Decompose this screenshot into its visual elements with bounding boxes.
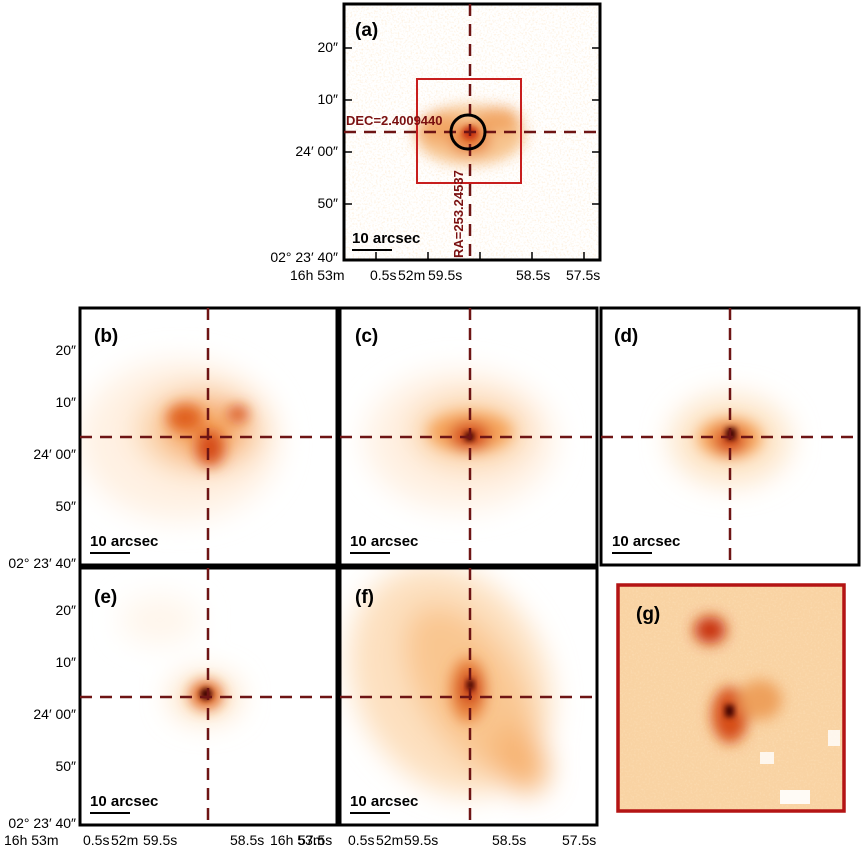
dec-tick-a-1: 10″ [317, 91, 338, 107]
dec-tick-e-3: 50″ [55, 758, 76, 774]
ra-tick-e-1: 0.5s [83, 832, 109, 848]
ra-tick-f-5: 57.5s [562, 832, 596, 848]
scale-label-f: 10 arcsec [350, 793, 418, 810]
panel-g: (g) [616, 583, 846, 813]
ra-tick-a-0: 16h 53m [290, 267, 344, 283]
panel-label-a: (a) [355, 20, 378, 41]
scale-label-e: 10 arcsec [90, 793, 158, 810]
panel-label-f: (f) [355, 587, 374, 608]
scale-label-b: 10 arcsec [90, 533, 158, 550]
dec-tick-a-0: 20″ [317, 39, 338, 55]
ra-tick-a-1: 0.5s [370, 267, 396, 283]
scale-label-a: 10 arcsec [352, 230, 420, 247]
dec-tick-a-3: 50″ [317, 195, 338, 211]
panel-b: (b) 10 arcsec 20″ 10″ 24′ 00″ 50″ 02° 23… [8, 306, 339, 571]
panel-label-d: (d) [614, 326, 638, 347]
panel-label-e: (e) [94, 587, 117, 608]
panel-f-image [340, 568, 597, 825]
dec-tick-a-4: 02° 23′ 40″ [270, 249, 338, 265]
ra-tick-e-5: 57.5s [298, 832, 332, 848]
ra-tick-e-2: 52m [111, 832, 138, 848]
dec-tick-b-4: 02° 23′ 40″ [8, 555, 76, 571]
ra-tick-f-3: 59.5s [404, 832, 438, 848]
panel-label-g: (g) [636, 604, 660, 625]
ra-tick-f-1: 0.5s [348, 832, 374, 848]
ra-tick-e-3: 59.5s [143, 832, 177, 848]
scale-label-d: 10 arcsec [612, 533, 680, 550]
dec-tick-e-0: 20″ [55, 602, 76, 618]
panel-d: (d) 10 arcsec [599, 306, 861, 567]
panel-label-c: (c) [355, 326, 378, 347]
ra-tick-a-4: 58.5s [516, 267, 550, 283]
panel-label-b: (b) [94, 326, 118, 347]
dec-tick-e-2: 24′ 00″ [33, 706, 76, 722]
dec-tick-e-1: 10″ [55, 654, 76, 670]
panel-e: (e) 10 arcsec 20″ 10″ 24′ 00″ 50″ 02° 23… [4, 566, 339, 848]
source-circle [449, 113, 487, 151]
ra-tick-f-2: 52m [376, 832, 403, 848]
panel-g-image [618, 585, 844, 811]
panel-g-frame [616, 583, 846, 813]
zoom-region-box [416, 78, 522, 184]
dec-tick-a-2: 24′ 00″ [295, 143, 338, 159]
ra-tick-e-0: 16h 53m [4, 832, 58, 848]
scale-label-c: 10 arcsec [350, 533, 418, 550]
panel-a: (a) DEC=2.4009440 RA=253.24537 10 arcsec… [270, 2, 602, 283]
dec-tick-e-4: 02° 23′ 40″ [8, 815, 76, 831]
ra-tick-a-3: 59.5s [428, 267, 462, 283]
ra-tick-e-4: 58.5s [230, 832, 264, 848]
ra-tick-f-0: 16h 53m [270, 832, 324, 848]
ra-tick-a-5: 57.5s [566, 267, 600, 283]
dec-tick-b-1: 10″ [55, 394, 76, 410]
dec-tick-b-2: 24′ 00″ [33, 446, 76, 462]
dec-annotation: DEC=2.4009440 [346, 113, 443, 128]
ra-tick-a-2: 52m [398, 267, 425, 283]
panel-c: (c) 10 arcsec [338, 306, 599, 567]
panel-f: (f) 10 arcsec 16h 53m 0.5s 52m 59.5s 58.… [270, 566, 599, 848]
ra-annotation: RA=253.24537 [451, 170, 466, 258]
dec-tick-b-3: 50″ [55, 498, 76, 514]
ticks-a [344, 47, 600, 260]
ra-tick-f-4: 58.5s [492, 832, 526, 848]
dec-tick-b-0: 20″ [55, 342, 76, 358]
